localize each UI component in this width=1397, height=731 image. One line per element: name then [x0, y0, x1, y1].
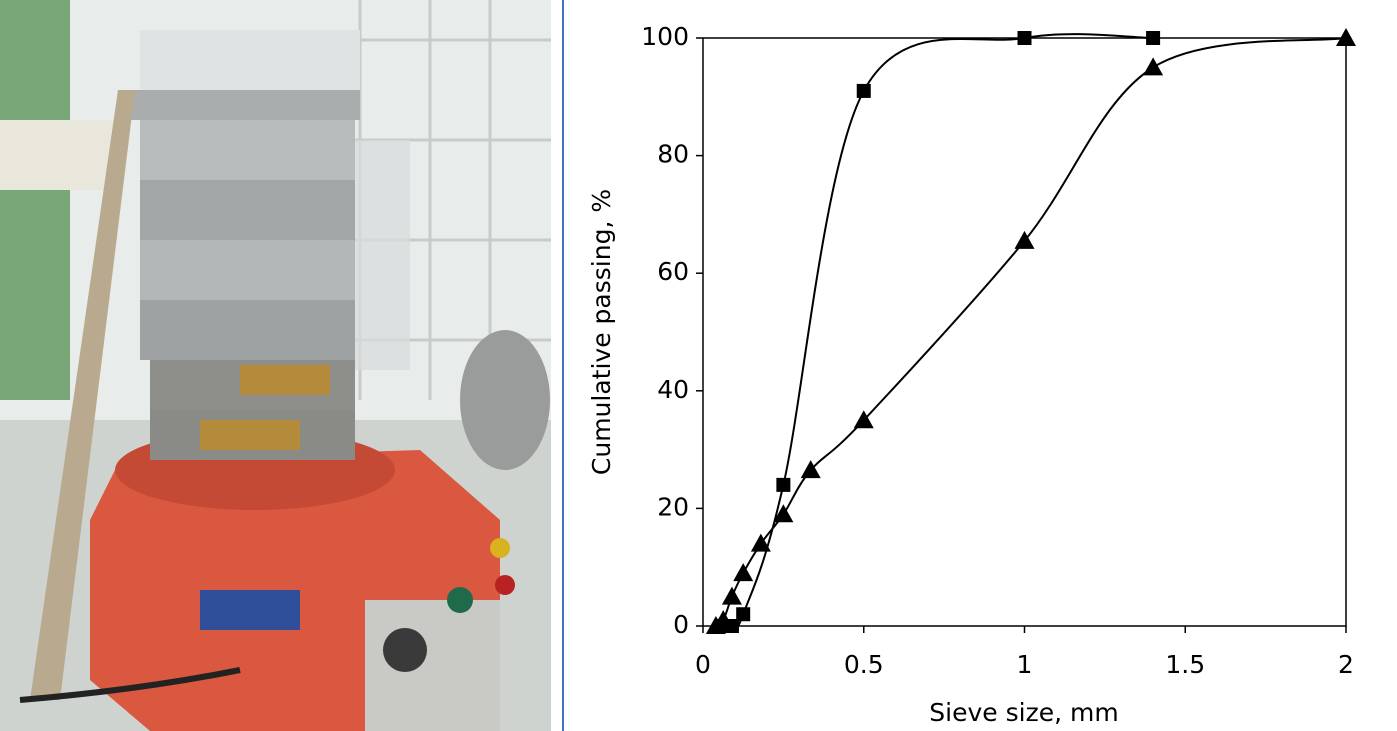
series-line	[716, 38, 1346, 626]
knob	[490, 538, 510, 558]
x-tick-label: 1.5	[1165, 650, 1205, 679]
paper-box	[0, 120, 120, 190]
lid-ring	[130, 90, 360, 120]
series-line	[723, 34, 1153, 628]
square-marker	[736, 607, 750, 621]
triangle-marker	[1143, 57, 1163, 75]
y-tick-label: 100	[641, 22, 689, 51]
square-marker	[776, 478, 790, 492]
x-tick-label: 2	[1338, 650, 1354, 679]
page: {"chart_data": {"type": "scatter", "smoo…	[0, 0, 1397, 731]
sieve-shaker-photo	[0, 0, 551, 731]
glass-cylinder	[355, 140, 410, 370]
triangle-marker	[1336, 28, 1356, 46]
y-tick-label: 20	[657, 492, 689, 521]
green-cabinet	[0, 0, 70, 400]
sieve-label	[240, 365, 330, 395]
x-tick-label: 0	[695, 650, 711, 679]
sieve	[140, 120, 355, 180]
x-tick-label: 0.5	[844, 650, 884, 679]
triangle-marker	[733, 563, 753, 581]
control-panel	[365, 600, 500, 731]
square-marker	[1018, 31, 1032, 45]
knob	[447, 587, 473, 613]
figure: Sieve size, mm Cumulative passing, % 020…	[0, 0, 1397, 731]
knob	[495, 575, 515, 595]
x-tick-label: 1	[1017, 650, 1033, 679]
y-tick-label: 0	[673, 610, 689, 639]
y-tick-label: 60	[657, 257, 689, 286]
dial	[383, 628, 427, 672]
y-tick-label: 40	[657, 375, 689, 404]
y-axis-title: Cumulative passing, %	[587, 189, 616, 475]
x-axis-title: Sieve size, mm	[929, 698, 1118, 727]
triangle-marker	[722, 587, 742, 605]
sieve-lid	[140, 30, 360, 90]
sieve	[140, 240, 355, 300]
sieve-label	[200, 420, 300, 450]
y-tick-label: 80	[657, 140, 689, 169]
sieve	[140, 180, 355, 240]
metal-bowl	[460, 330, 550, 470]
square-marker	[857, 84, 871, 98]
brand-plate	[200, 590, 300, 630]
square-marker	[1146, 31, 1160, 45]
plot-frame	[703, 38, 1346, 626]
sieve	[140, 300, 355, 360]
